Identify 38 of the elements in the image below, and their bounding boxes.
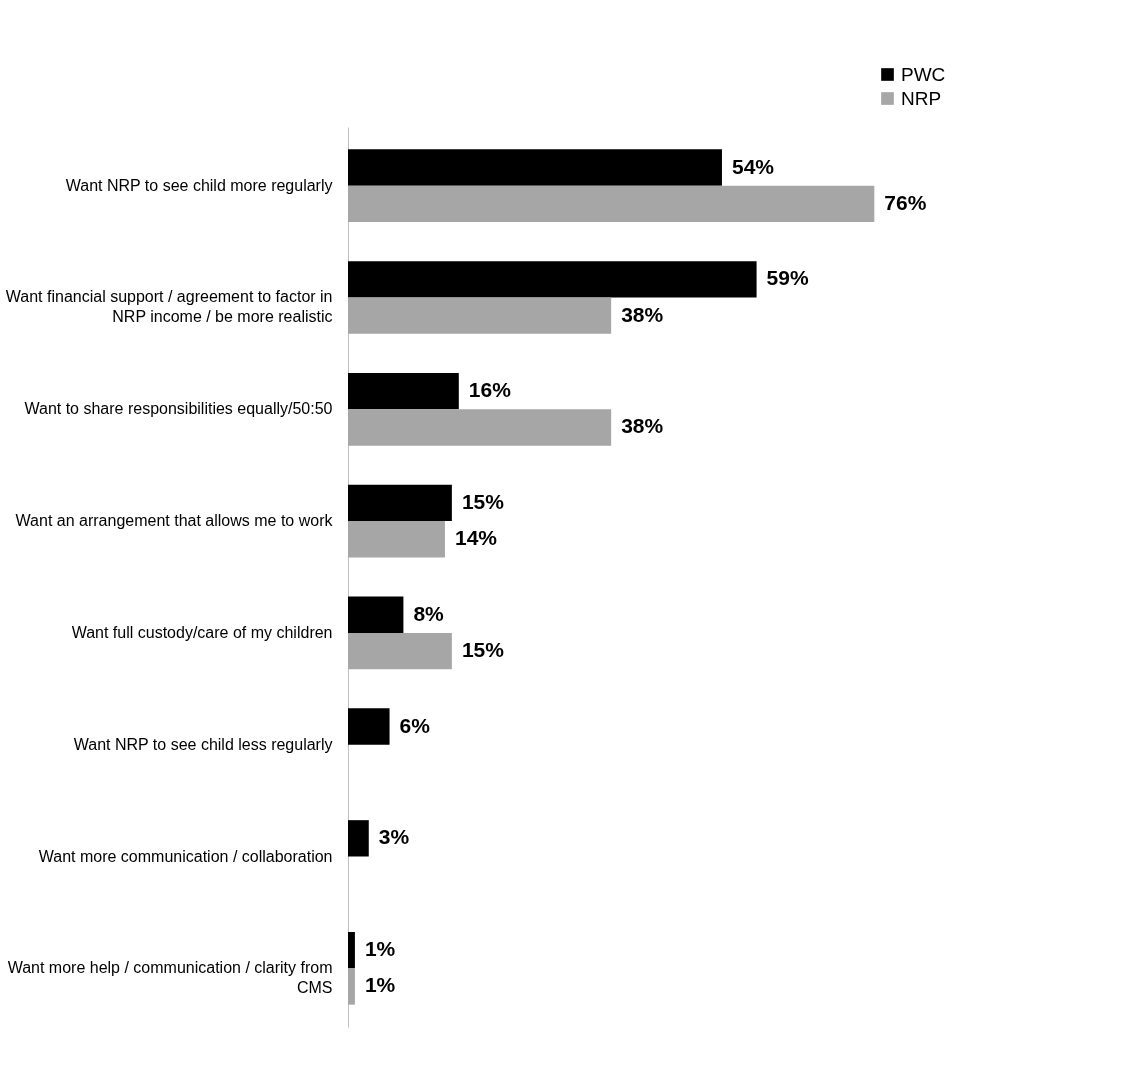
bar (348, 185, 875, 223)
data-label: 14% (454, 526, 498, 550)
bar (348, 596, 404, 633)
bar (348, 149, 722, 186)
bar (348, 521, 445, 558)
legend-label: PWC (901, 63, 946, 85)
data-label: 1% (364, 937, 396, 961)
data-label: 54% (731, 154, 775, 178)
data-label: 38% (621, 414, 664, 438)
data-label: 3% (378, 825, 410, 849)
data-label: 38% (621, 302, 664, 326)
data-label: 59% (766, 266, 809, 290)
data-label: 1% (364, 973, 396, 997)
data-label: 16% (468, 378, 512, 402)
data-label: 15% (461, 489, 505, 513)
bar (348, 297, 612, 334)
bar (348, 409, 612, 446)
y-tick-label: Want more communication / collaboration (38, 847, 333, 865)
y-tick-label: Want financial support / agreement to factor in NRP income / be more realistic (5, 288, 333, 326)
y-tick-label: Want NRP to see child less regularly (73, 735, 333, 753)
legend-label: NRP (901, 87, 942, 109)
bar (348, 261, 757, 298)
y-tick-label: Want more help / communication / clarity from CMS (7, 959, 333, 997)
bar (348, 931, 355, 969)
data-label: 76% (884, 190, 927, 214)
bar (348, 632, 452, 670)
bar (348, 372, 459, 410)
bar (348, 968, 355, 1005)
y-tick-label: Want an arrangement that allows me to work (15, 512, 334, 530)
y-tick-label: Want NRP to see child more regularly (65, 176, 333, 194)
bar (348, 484, 452, 522)
bar (348, 708, 390, 745)
y-tick-label: Want full custody/care of my children (71, 623, 333, 641)
y-tick-label: Want to share responsibilities equally/50:50 (24, 400, 333, 418)
bar (348, 820, 369, 857)
data-label: 8% (413, 601, 445, 625)
data-label: 15% (461, 638, 505, 662)
data-label: 6% (399, 713, 431, 737)
